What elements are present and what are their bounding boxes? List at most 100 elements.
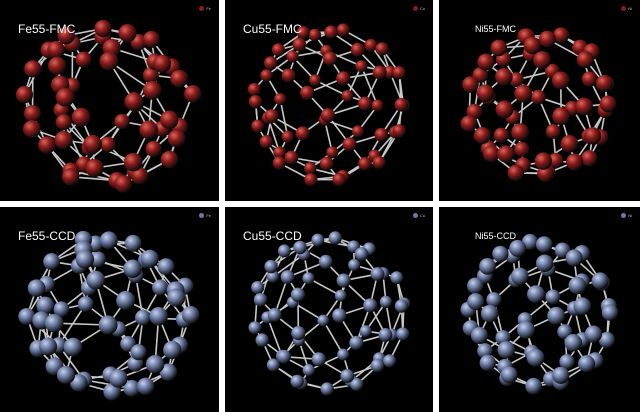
atom — [394, 299, 409, 313]
atom — [591, 272, 609, 290]
atom — [319, 156, 334, 171]
atom — [545, 289, 561, 305]
atom — [75, 51, 92, 68]
atom — [47, 56, 67, 75]
atom — [277, 349, 291, 364]
atom — [566, 153, 584, 171]
atom — [123, 379, 141, 397]
atom — [281, 68, 296, 83]
panel-label: Fe55-CCD — [18, 229, 76, 243]
atom — [131, 167, 149, 185]
legend-atom-swatch — [412, 6, 418, 11]
atom — [184, 85, 202, 103]
atom — [114, 113, 130, 130]
atom — [149, 307, 168, 326]
element-legend: Ni — [621, 6, 632, 11]
panel-ni55-ccd: Ni55-CCD Ni — [439, 207, 640, 412]
atom — [374, 127, 389, 142]
atom — [560, 134, 579, 153]
atom — [500, 366, 518, 384]
atom — [559, 354, 575, 370]
atom — [264, 259, 278, 274]
atom — [23, 120, 41, 138]
atom — [354, 247, 369, 261]
legend-atom-swatch — [199, 6, 205, 11]
bond — [360, 65, 379, 107]
atom — [350, 42, 365, 57]
atom — [495, 67, 513, 86]
atom — [99, 231, 118, 250]
atom — [517, 320, 535, 339]
cluster-render — [247, 23, 410, 187]
atom — [396, 327, 410, 341]
atom — [99, 51, 119, 71]
atom — [363, 298, 378, 313]
atom — [253, 292, 268, 307]
atom — [274, 93, 287, 106]
atom — [157, 258, 175, 276]
atom — [573, 297, 592, 316]
panel-label: Cu55-CCD — [243, 229, 302, 243]
atom — [545, 124, 561, 139]
atom — [56, 365, 76, 385]
atom — [334, 289, 347, 302]
atom-set — [15, 19, 202, 193]
atom — [370, 267, 385, 281]
atom — [324, 25, 338, 39]
panel-ni55-fmc: Ni55-FMC Ni — [439, 0, 640, 201]
atom — [291, 326, 306, 341]
atom — [336, 273, 351, 288]
atom — [145, 140, 162, 158]
atom — [375, 42, 389, 56]
atom — [267, 307, 282, 322]
atom — [378, 327, 393, 342]
atom — [39, 337, 58, 356]
atom — [507, 164, 525, 182]
atom — [264, 56, 278, 70]
panel-label: Ni55-FMC — [475, 24, 517, 34]
atom — [304, 173, 318, 187]
atom — [266, 358, 280, 372]
panel-fe55-fmc: Fe55-FMC Fe — [0, 0, 219, 201]
atom — [295, 126, 310, 141]
atom — [514, 141, 530, 157]
atom — [83, 134, 102, 154]
bond — [279, 98, 289, 138]
atom — [116, 291, 136, 310]
cluster-render — [460, 27, 617, 183]
atom — [27, 279, 46, 298]
element-legend: Fe — [199, 6, 211, 11]
element-legend: Cu — [412, 213, 425, 218]
atom — [181, 306, 200, 324]
legend-element-symbol: Ni — [628, 213, 632, 218]
atom — [584, 325, 603, 343]
atom — [293, 240, 307, 255]
atom — [320, 382, 334, 396]
atom — [44, 313, 64, 333]
atom — [308, 28, 322, 42]
atom — [337, 348, 350, 361]
atom — [317, 314, 330, 327]
atom — [599, 95, 617, 113]
legend-element-symbol: Fe — [206, 6, 211, 11]
atom — [538, 30, 556, 48]
atom — [54, 130, 73, 150]
atom — [534, 152, 552, 170]
atom — [277, 244, 291, 258]
atom — [521, 233, 539, 250]
atom — [38, 136, 56, 154]
atom — [290, 287, 306, 302]
atom — [318, 254, 333, 269]
atom — [281, 130, 294, 143]
atom — [142, 30, 160, 48]
atom — [300, 85, 315, 101]
atom — [349, 335, 364, 351]
atom — [24, 105, 42, 123]
atom — [15, 86, 34, 104]
atom — [479, 257, 496, 275]
panel-cu55-fmc: Cu55-FMC Cu — [225, 0, 433, 201]
atom — [55, 88, 75, 107]
atom — [328, 231, 342, 245]
atom — [130, 344, 147, 361]
bond — [308, 353, 344, 371]
